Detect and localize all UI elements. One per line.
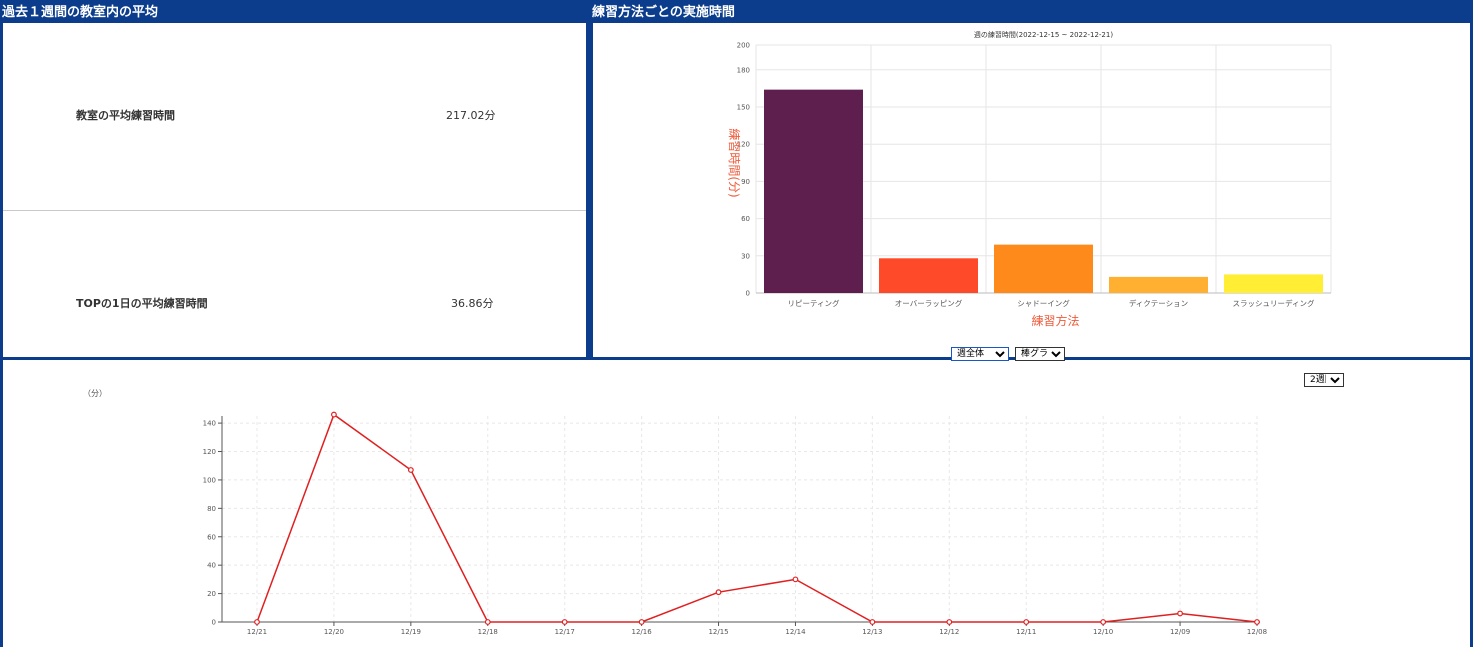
line-x-tick-label: 12/14 [785,628,806,636]
line-y-tick-label: 40 [207,562,216,570]
line-x-tick-label: 12/11 [1016,628,1036,636]
line-y-tick-label: 140 [203,420,216,428]
line-x-tick-label: 12/10 [1093,628,1113,636]
line-x-tick-label: 12/21 [247,628,267,636]
bar-y-tick-label: 90 [741,178,750,186]
line-point [1254,619,1260,625]
period-select[interactable]: 週全体 [951,347,1009,361]
line-x-tick-label: 12/19 [401,628,421,636]
bar-y-tick-label: 0 [746,290,750,298]
chart-type-select[interactable]: 棒グラフ [1015,347,1065,361]
stat-divider [3,210,586,211]
chart-controls: 週全体 棒グラフ [951,347,1065,361]
line-point [638,619,645,625]
bar-x-axis-label: 練習方法 [1031,313,1079,328]
line-y-tick-label: 0 [212,619,216,627]
line-point [331,411,337,418]
line-chart: （分） 0 20 40 60 80 100 120 140 12/21 12/20 12/19 12/1… [83,389,1267,636]
line-x-tick-label: 12/16 [632,628,653,636]
bar-x-tick-label: リピーティング [787,298,840,308]
bar-y-tick-label: 60 [741,215,750,223]
bar-0 [764,89,863,293]
bar-y-axis-label: 練習時間(分) [727,128,741,197]
line-x-tick-label: 12/15 [708,628,728,636]
line-x-tick-label: 12/18 [478,628,498,636]
bar-y-tick-label: 150 [737,104,750,112]
bar-chart-title: 週の練習時間(2022-12-15 ~ 2022-12-21) [974,30,1113,39]
bar-x-tick-label: シャドーイング [1017,298,1070,308]
bar-1 [879,258,978,293]
bar-y-tick-label: 120 [737,141,750,149]
line-x-tick-label: 12/09 [1170,628,1190,636]
line-point [1177,610,1183,617]
bar-2 [994,244,1093,293]
bar-4 [1224,274,1323,293]
line-x-tick-label: 12/13 [862,628,882,636]
line-point [946,619,953,625]
stat-label-class-average: 教室の平均練習時間 [76,109,175,122]
line-x-tick-label: 12/12 [939,628,959,636]
line-point [484,619,491,625]
bar-y-tick-label: 180 [737,66,750,74]
bar-x-tick-label: オーバーラッピング [895,298,963,308]
line-point [792,576,799,583]
line-x-tick-label: 12/17 [555,628,575,636]
line-y-tick-label: 80 [207,505,216,513]
frame-bottom-right [1470,357,1473,647]
line-point [561,619,568,625]
right-panel-title: 練習方法ごとの実施時間 [590,4,1470,22]
bar-x-tick-label: ディクテーション [1129,298,1188,308]
line-y-tick-label: 60 [207,533,216,541]
right-panel: 週の練習時間(2022-12-15 ~ 2022-12-21) 0 30 60 90 12… [593,23,1470,357]
line-x-tick-label: 12/20 [324,628,344,636]
stat-value-top-daily-average: 36.86分 [451,297,494,310]
line-y-tick-label: 20 [207,590,216,598]
line-point [715,589,722,596]
line-unit-label: （分） [83,389,107,398]
line-point [1100,619,1107,625]
bar-y-tick-label: 200 [737,42,750,50]
line-point [1023,619,1030,625]
stat-value-class-average: 217.02分 [446,109,496,122]
line-point [254,619,260,625]
bar-chart: 週の練習時間(2022-12-15 ~ 2022-12-21) 0 30 60 90 12… [727,30,1332,328]
bottom-panel: （分） 0 20 40 60 80 100 120 140 12/21 12/20 12/19 12/1… [3,361,1470,647]
line-series [256,413,1258,623]
stat-label-top-daily-average: TOPの1日の平均練習時間 [76,297,208,310]
bar-3 [1109,276,1208,293]
line-point [407,467,414,473]
range-select[interactable]: 2週間 [1304,373,1344,387]
line-y-tick-label: 100 [203,476,216,484]
frame-bottom-left [0,357,3,647]
left-panel-title: 過去１週間の教室内の平均 [0,4,586,22]
line-point [869,619,876,625]
line-x-tick-label: 12/08 [1247,628,1267,636]
bar-y-tick-label: 30 [741,252,750,260]
line-y-tick-label: 120 [203,448,216,456]
bar-x-tick-label: スラッシュリーディング [1233,298,1315,308]
left-panel: 教室の平均練習時間 217.02分 TOPの1日の平均練習時間 36.86分 [3,23,586,357]
